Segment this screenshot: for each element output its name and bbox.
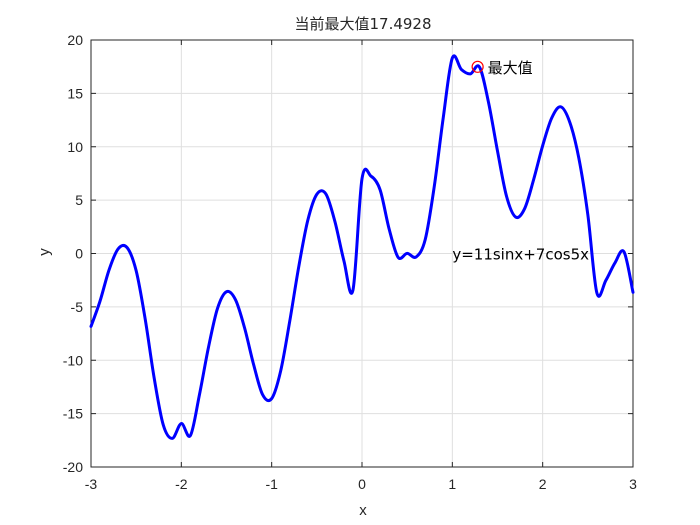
- formula-label: y=11sinx+7cos5x: [452, 246, 589, 264]
- y-tick-label: 0: [75, 246, 83, 262]
- x-tick-label: -2: [175, 476, 188, 492]
- x-tick-label: 0: [358, 476, 366, 492]
- x-tick-labels: -3 -2 -1 0 1 2 3: [85, 476, 637, 492]
- series-line: [89, 54, 635, 440]
- x-tick-label: 1: [448, 476, 456, 492]
- y-tick-labels: -20 -15 -10 -5 0 5 10 15 20: [63, 32, 83, 475]
- y-tick-label: -5: [71, 299, 84, 315]
- y-tick-label: 5: [75, 192, 83, 208]
- chart-title: 当前最大值17.4928: [294, 15, 431, 33]
- axis-ticks: [90, 39, 634, 468]
- x-tick-label: 2: [539, 476, 547, 492]
- y-tick-label: -15: [63, 406, 83, 422]
- y-tick-label: -10: [63, 352, 83, 368]
- x-axis-label: x: [359, 502, 367, 519]
- y-tick-label: 15: [67, 85, 83, 101]
- annotations: 最大值 y=11sinx+7cos5x: [452, 59, 589, 264]
- y-axis-label: y: [36, 248, 53, 256]
- x-tick-label: -3: [85, 476, 98, 492]
- data-series: [89, 54, 635, 440]
- x-tick-label: 3: [629, 476, 637, 492]
- x-tick-label: -1: [265, 476, 278, 492]
- max-marker: [471, 60, 484, 73]
- y-tick-label: -20: [63, 459, 83, 475]
- max-label: 最大值: [488, 59, 533, 77]
- y-tick-label: 20: [67, 32, 83, 48]
- y-tick-label: 10: [67, 139, 83, 155]
